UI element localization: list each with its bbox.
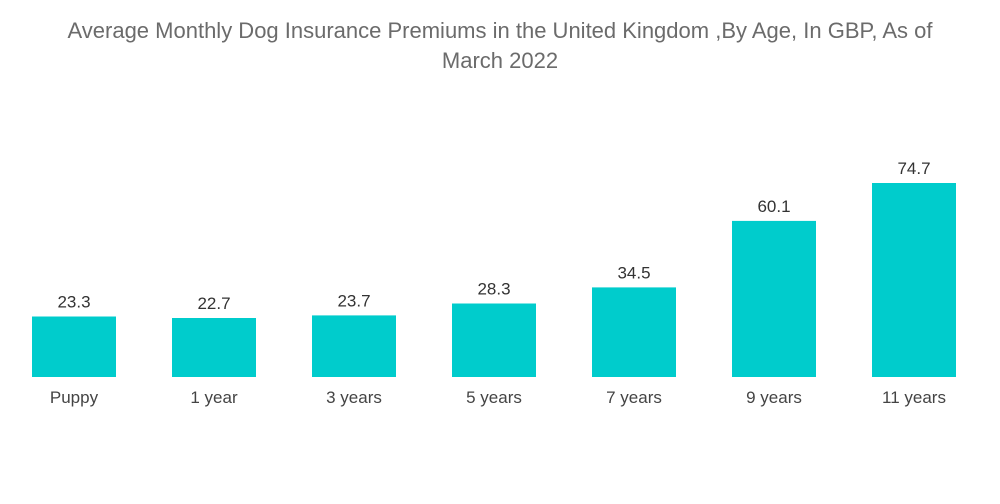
tick-label-11-years: 11 years (882, 388, 946, 407)
value-label-puppy: 23.3 (57, 293, 90, 312)
bar-7-years (592, 287, 676, 377)
chart-title-line-1: Average Monthly Dog Insurance Premiums i… (67, 18, 933, 43)
value-label-5-years: 28.3 (477, 280, 510, 299)
tick-label-1-year: 1 year (190, 388, 238, 407)
chart-title: Average Monthly Dog Insurance Premiums i… (0, 16, 1000, 76)
value-label-11-years: 74.7 (897, 159, 930, 178)
bar-3-years (312, 315, 396, 377)
value-label-9-years: 60.1 (757, 197, 790, 216)
bar-9-years (732, 220, 816, 377)
bar-puppy (32, 316, 116, 377)
tick-label-puppy: Puppy (50, 388, 99, 407)
tick-label-5-years: 5 years (466, 388, 522, 407)
value-labels-group: 23.3 22.7 23.7 28.3 34.5 60.1 74.7 (57, 159, 930, 313)
value-label-3-years: 23.7 (337, 291, 370, 310)
value-label-7-years: 34.5 (617, 263, 650, 282)
tick-label-7-years: 7 years (606, 388, 662, 407)
chart-title-line-2: March 2022 (441, 48, 559, 73)
value-label-1-year: 22.7 (197, 294, 230, 313)
bars-group (32, 183, 956, 377)
tick-labels-group: Puppy 1 year 3 years 5 years 7 years 9 years 1… (50, 388, 946, 407)
bar-5-years (452, 303, 536, 377)
tick-label-3-years: 3 years (326, 388, 382, 407)
tick-label-9-years: 9 years (746, 388, 802, 407)
bar-11-years (872, 183, 956, 377)
bar-1-year (172, 318, 256, 377)
